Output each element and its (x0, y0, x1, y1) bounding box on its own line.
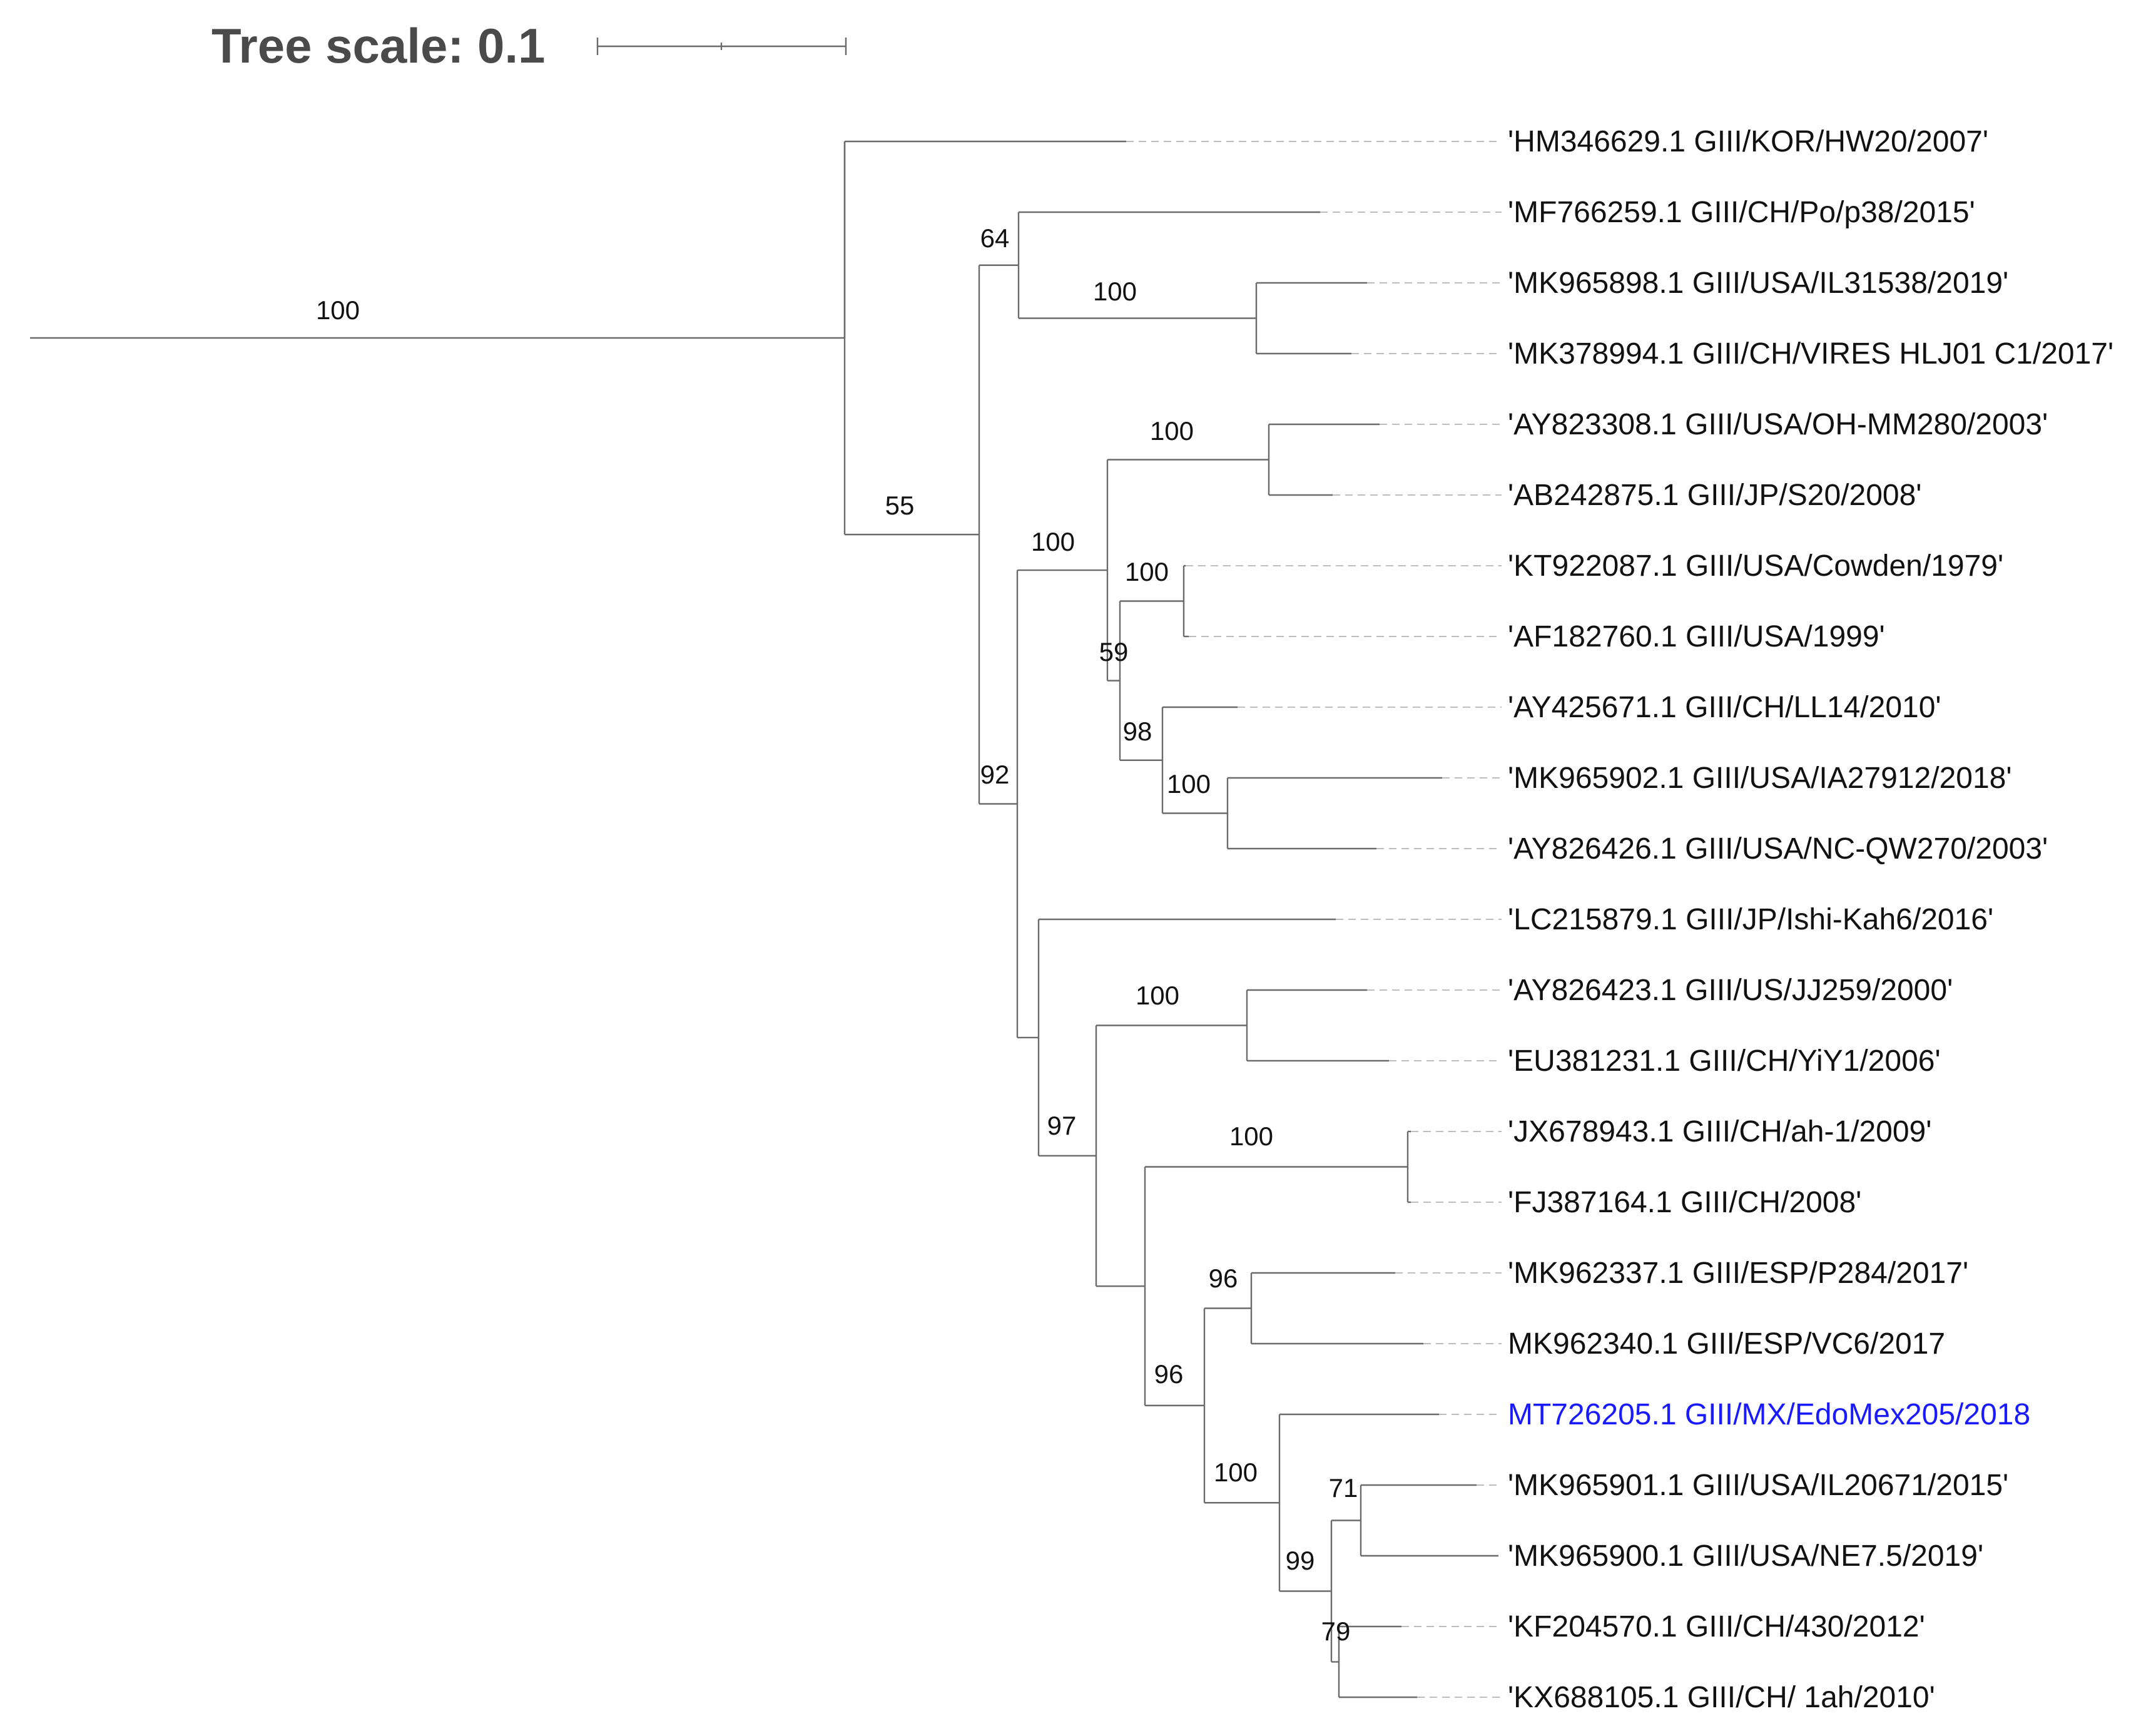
leaf-label-MK965902: 'MK965902.1 GIII/USA/IA27912/2018' (1508, 762, 2012, 795)
leaf-label-MT726205: MT726205.1 GIII/MX/EdoMex205/2018 (1508, 1398, 2030, 1431)
leaf-label-AB242875: 'AB242875.1 GIII/JP/S20/2008' (1508, 479, 1921, 512)
leaf-labels: 'HM346629.1 GIII/KOR/HW20/2007' 'MF766259… (1508, 125, 2113, 1714)
leaf-label-MK965900: 'MK965900.1 GIII/USA/NE7.5/2019' (1508, 1540, 1983, 1573)
leaf-label-AY826423: 'AY826423.1 GIII/US/JJ259/2000' (1508, 974, 1953, 1007)
support-n_mk965898_mk378994: 100 (1093, 277, 1137, 306)
leaf-label-MK378994: 'MK378994.1 GIII/CH/VIRES HLJ01 C1/2017' (1508, 337, 2113, 370)
support-root: 100 (316, 295, 360, 325)
leaf-label-EU381231: 'EU381231.1 GIII/CH/YiY1/2006' (1508, 1044, 1941, 1078)
support-n_clade_d: 59 (1099, 637, 1129, 666)
support-values: 100 55 64 100 92 100 100 59 100 98 100 97 100 100 96 96… (316, 223, 1358, 1646)
support-n_clade_c: 100 (1031, 527, 1075, 556)
support-n_jx678943_fj387164: 100 (1229, 1121, 1273, 1151)
leaf-label-JX678943: 'JX678943.1 GIII/CH/ah-1/2009' (1508, 1115, 1931, 1148)
leaf-label-AY425671: 'AY425671.1 GIII/CH/LL14/2010' (1508, 691, 1941, 724)
leaf-label-MF766259: 'MF766259.1 GIII/CH/Po/p38/2015' (1508, 196, 1975, 229)
support-n_clade_i: 100 (1214, 1458, 1258, 1487)
leaf-label-MK962340: MK962340.1 GIII/ESP/VC6/2017 (1508, 1327, 1945, 1361)
leaf-label-LC215879: 'LC215879.1 GIII/JP/Ishi-Kah6/2016' (1508, 903, 1993, 936)
leaf-label-AY823308: 'AY823308.1 GIII/USA/OH-MM280/2003' (1508, 408, 2048, 441)
support-n_mk965901_mk965900: 71 (1329, 1473, 1358, 1503)
leaf-label-MK965901: 'MK965901.1 GIII/USA/IL20671/2015' (1508, 1469, 2008, 1502)
leaf-label-KT922087: 'KT922087.1 GIII/USA/Cowden/1979' (1508, 549, 2003, 583)
support-n_clade_h: 96 (1209, 1264, 1238, 1293)
support-n_clade_g: 96 (1154, 1359, 1184, 1389)
support-n_clade_j: 99 (1286, 1546, 1315, 1575)
leaf-label-MK965898: 'MK965898.1 GIII/USA/IL31538/2019' (1508, 267, 2008, 300)
leaf-label-FJ387164: 'FJ387164.1 GIII/CH/2008' (1508, 1186, 1861, 1219)
support-n_clade_e: 98 (1123, 717, 1152, 746)
tree-scale-label: Tree scale: 0.1 (211, 18, 545, 73)
tree-scale-legend: Tree scale: 0.1 (211, 18, 847, 73)
support-n_ay823308_ab242875: 100 (1150, 416, 1194, 446)
support-n_ingroup: 55 (885, 491, 915, 520)
leaf-label-AF182760: 'AF182760.1 GIII/USA/1999' (1508, 620, 1885, 653)
leader-lines (1126, 141, 1502, 1698)
support-n_clade_b: 92 (980, 760, 1010, 789)
support-n_clade_a: 64 (980, 223, 1010, 253)
support-n_kf204570_kx688105: 79 (1321, 1616, 1351, 1646)
leaf-label-KX688105: 'KX688105.1 GIII/CH/ 1ah/2010' (1508, 1681, 1935, 1714)
leaf-label-MK962337: 'MK962337.1 GIII/ESP/P284/2017' (1508, 1257, 1968, 1290)
support-n_kt922087_af182760: 100 (1125, 557, 1169, 586)
support-n_mk965902_ay826426: 100 (1167, 769, 1211, 799)
leaf-label-AY826426: 'AY826426.1 GIII/USA/NC-QW270/2003' (1508, 832, 2048, 866)
leaf-label-KF204570: 'KF204570.1 GIII/CH/430/2012' (1508, 1610, 1925, 1643)
support-n_clade_f: 97 (1047, 1111, 1077, 1140)
leaf-label-HM346629: 'HM346629.1 GIII/KOR/HW20/2007' (1508, 125, 1988, 158)
support-n_ay826423_eu381231: 100 (1136, 981, 1179, 1010)
branches (30, 140, 1498, 1698)
